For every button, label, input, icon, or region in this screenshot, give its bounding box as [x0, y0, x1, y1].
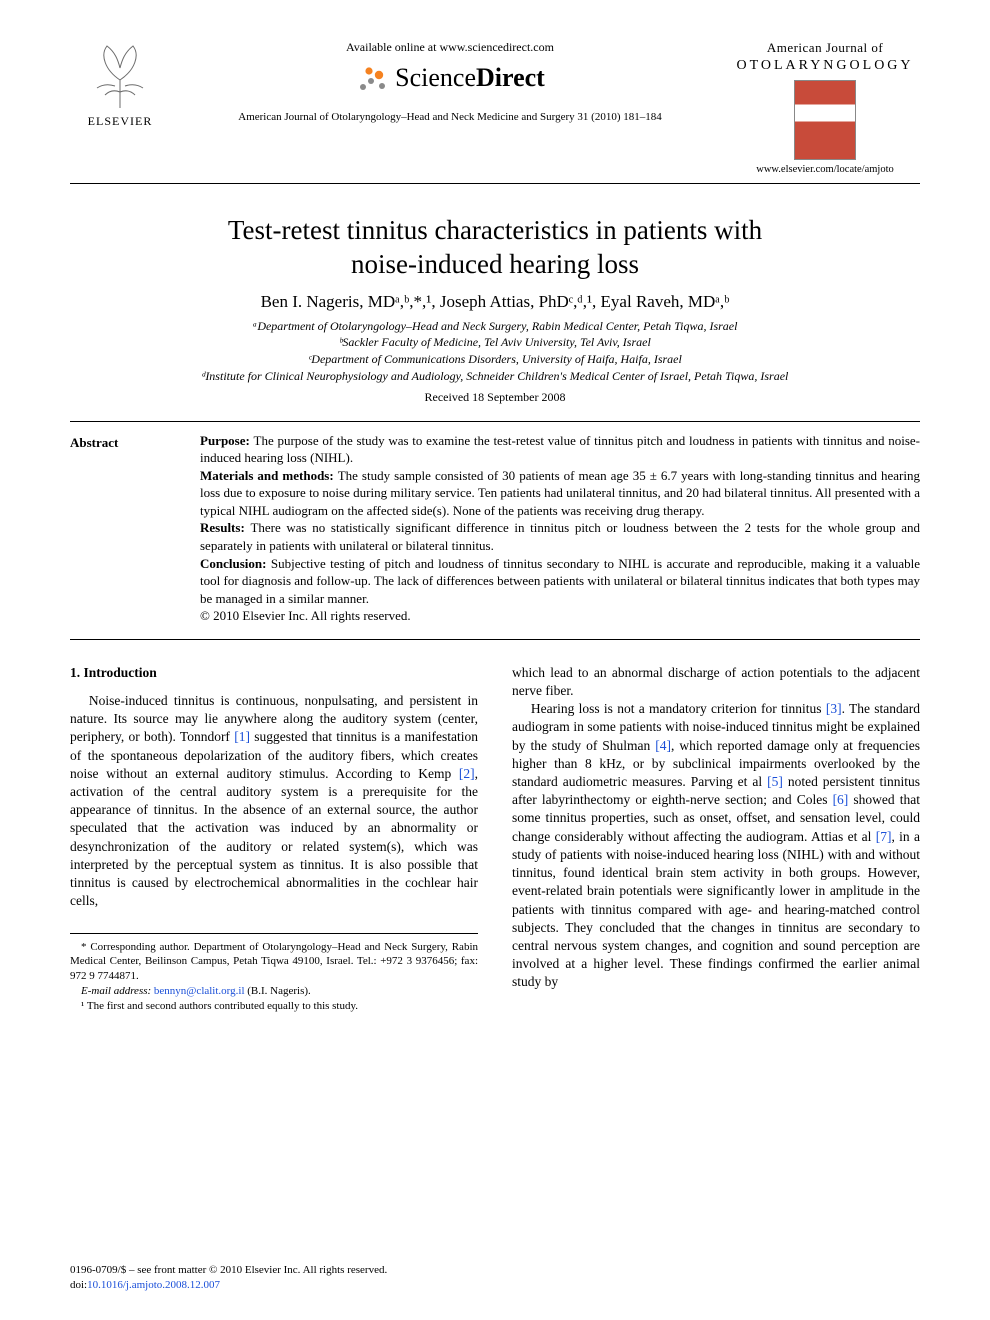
section-heading-intro: 1. Introduction — [70, 664, 478, 682]
doi-link[interactable]: 10.1016/j.amjoto.2008.12.007 — [87, 1279, 220, 1291]
front-matter-line: 0196-0709/$ – see front matter © 2010 El… — [70, 1263, 387, 1277]
bottom-copyright-block: 0196-0709/$ – see front matter © 2010 El… — [70, 1263, 387, 1292]
abstract-results: There was no statistically significant d… — [200, 520, 920, 553]
journal-brand-block: American Journal of OTOLARYNGOLOGY www.e… — [730, 40, 920, 175]
ref-link-6[interactable]: [6] — [833, 792, 849, 807]
col2-continuation: which lead to an abnormal discharge of a… — [512, 664, 920, 700]
authors-line: Ben I. Nageris, MDᵃ,ᵇ,*,¹, Joseph Attias… — [70, 292, 920, 312]
elsevier-logo-block: ELSEVIER — [70, 40, 170, 129]
abstract-label: Abstract — [70, 432, 200, 625]
center-header: Available online at www.sciencedirect.co… — [170, 40, 730, 123]
affiliation-c: ᶜDepartment of Communications Disorders,… — [70, 351, 920, 368]
abstract-block: Abstract Purpose: The purpose of the stu… — [70, 421, 920, 640]
doi-line: doi:10.1016/j.amjoto.2008.12.007 — [70, 1278, 387, 1292]
sd-brand-left: Science — [395, 63, 476, 92]
ref-link-7[interactable]: [7] — [876, 829, 892, 844]
sciencedirect-wordmark: ScienceDirect — [395, 63, 545, 93]
title-block: Test-retest tinnitus characteristics in … — [70, 214, 920, 405]
journal-citation: American Journal of Otolaryngology–Head … — [238, 111, 662, 123]
abstract-results-lead: Results: — [200, 520, 250, 535]
p1c: , activation of the central auditory sys… — [70, 766, 478, 909]
abstract-methods-lead: Materials and methods: — [200, 468, 338, 483]
ref-link-3[interactable]: [3] — [826, 701, 842, 716]
journal-url: www.elsevier.com/locate/amjoto — [756, 164, 894, 175]
journal-name-line1: American Journal of — [767, 40, 883, 56]
abstract-conclusion: Subjective testing of pitch and loudness… — [200, 556, 920, 606]
sciencedirect-logo: ScienceDirect — [355, 61, 545, 95]
title-line-2: noise-induced hearing loss — [351, 249, 639, 279]
abstract-copyright: © 2010 Elsevier Inc. All rights reserved… — [200, 608, 411, 623]
abstract-purpose-lead: Purpose: — [200, 433, 254, 448]
abstract-text: Purpose: The purpose of the study was to… — [200, 432, 920, 625]
left-column: 1. Introduction Noise-induced tinnitus i… — [70, 664, 478, 1014]
header-rule — [70, 183, 920, 184]
affiliation-b: ᵇSackler Faculty of Medicine, Tel Aviv U… — [70, 334, 920, 351]
elsevier-label: ELSEVIER — [88, 114, 153, 129]
body-columns: 1. Introduction Noise-induced tinnitus i… — [70, 664, 920, 1014]
abstract-conclusion-lead: Conclusion: — [200, 556, 271, 571]
intro-paragraph-2: Hearing loss is not a mandatory criterio… — [512, 700, 920, 992]
journal-name-line2: OTOLARYNGOLOGY — [736, 58, 913, 74]
article-title: Test-retest tinnitus characteristics in … — [70, 214, 920, 282]
received-date: Received 18 September 2008 — [70, 390, 920, 405]
intro-paragraph-1: Noise-induced tinnitus is continuous, no… — [70, 692, 478, 911]
email-link[interactable]: bennyn@clalit.org.il — [154, 985, 245, 997]
footnote-email: E-mail address: bennyn@clalit.org.il (B.… — [70, 984, 478, 999]
footnotes-block: * Corresponding author. Department of Ot… — [70, 933, 478, 1014]
sciencedirect-dots-icon — [355, 61, 389, 95]
sd-brand-right: Direct — [476, 63, 545, 92]
affiliations: ᵃDepartment of Otolaryngology–Head and N… — [70, 318, 920, 385]
journal-cover-thumbnail-icon — [794, 80, 856, 160]
footnote-email-label: E-mail address: — [81, 985, 154, 997]
ref-link-5[interactable]: [5] — [767, 774, 783, 789]
footnote-equal-contrib: ¹ The first and second authors contribut… — [70, 999, 478, 1014]
ref-link-4[interactable]: [4] — [655, 738, 671, 753]
affiliation-a: ᵃDepartment of Otolaryngology–Head and N… — [70, 318, 920, 335]
doi-label: doi: — [70, 1279, 87, 1291]
page-header: ELSEVIER Available online at www.science… — [70, 40, 920, 175]
title-line-1: Test-retest tinnitus characteristics in … — [228, 215, 762, 245]
right-column: which lead to an abnormal discharge of a… — [512, 664, 920, 1014]
p2f: , in a study of patients with noise-indu… — [512, 829, 920, 990]
footnote-email-tail: (B.I. Nageris). — [245, 985, 311, 997]
available-online-line: Available online at www.sciencedirect.co… — [346, 40, 554, 55]
p2a: Hearing loss is not a mandatory criterio… — [531, 701, 826, 716]
abstract-purpose: The purpose of the study was to examine … — [200, 433, 920, 466]
ref-link-2[interactable]: [2] — [459, 766, 475, 781]
elsevier-tree-icon — [85, 40, 155, 110]
footnote-corresponding: * Corresponding author. Department of Ot… — [70, 940, 478, 985]
ref-link-1[interactable]: [1] — [234, 729, 250, 744]
affiliation-d: ᵈInstitute for Clinical Neurophysiology … — [70, 368, 920, 385]
